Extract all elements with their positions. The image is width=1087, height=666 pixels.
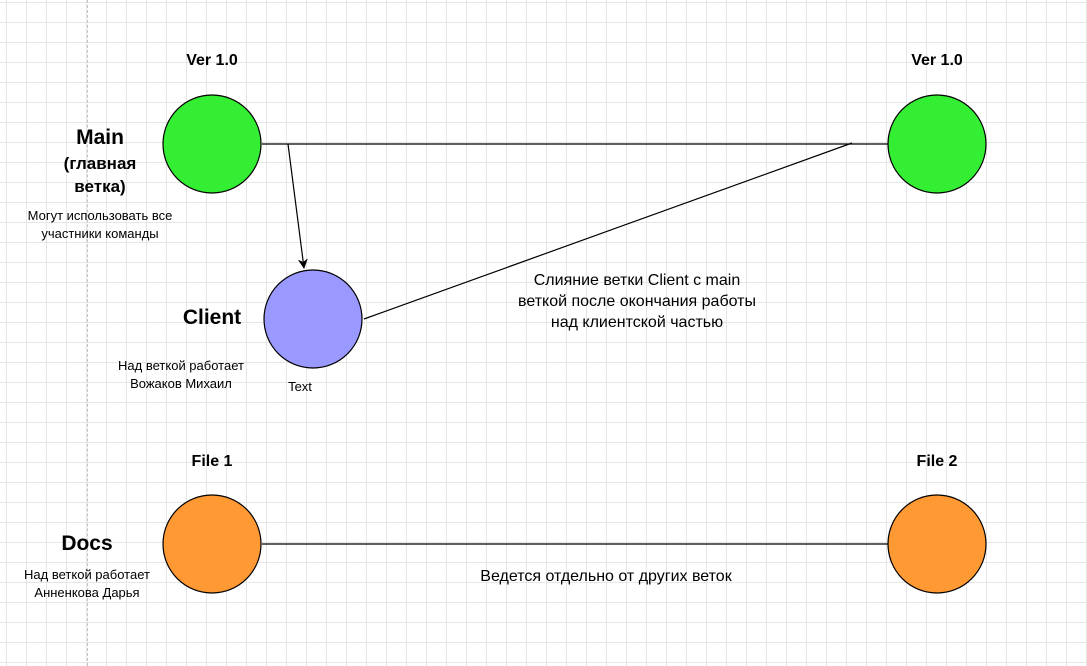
docs-branch-label: Docs [61, 532, 113, 555]
main-ver-left-node[interactable] [162, 94, 262, 194]
main-version-right-label: Ver 1.0 [911, 52, 963, 69]
client-note-line2: Вожаков Михаил [130, 376, 232, 391]
main-note-line1: Могут использовать все [27, 208, 173, 223]
merge-description-line1: Слияние ветки Client с main [533, 272, 741, 289]
docs-note-line2: Анненкова Дарья [34, 585, 140, 600]
docs-description: Ведется отдельно от других веток [480, 568, 732, 585]
merge-client-to-main-line[interactable] [363, 142, 853, 320]
main-version-left-label: Ver 1.0 [186, 52, 238, 69]
client-note-line1: Над веткой работает [118, 358, 244, 373]
docs-file-right-label: File 2 [916, 453, 958, 470]
main-subtitle-line1: (главная [63, 154, 137, 173]
branch-to-client-arrow[interactable] [287, 143, 308, 269]
client-branch-label: Client [182, 306, 242, 329]
merge-description-line3: над клиентской частью [550, 314, 724, 331]
docs-file1-node[interactable] [162, 494, 262, 594]
client-text-label: Text [288, 379, 312, 394]
main-note-line2: участники команды [41, 226, 159, 241]
main-ver-right-node[interactable] [887, 94, 987, 194]
main-branch-label: Main [76, 126, 124, 149]
docs-note-line1: Над веткой работает [24, 567, 150, 582]
merge-description-line2: веткой после окончания работы [518, 293, 756, 310]
docs-file2-node[interactable] [887, 494, 987, 594]
dashed-guide-line [87, 0, 88, 666]
docs-file-left-label: File 1 [191, 453, 233, 470]
main-subtitle-line2: ветка) [74, 177, 126, 196]
client-node[interactable] [263, 269, 363, 369]
